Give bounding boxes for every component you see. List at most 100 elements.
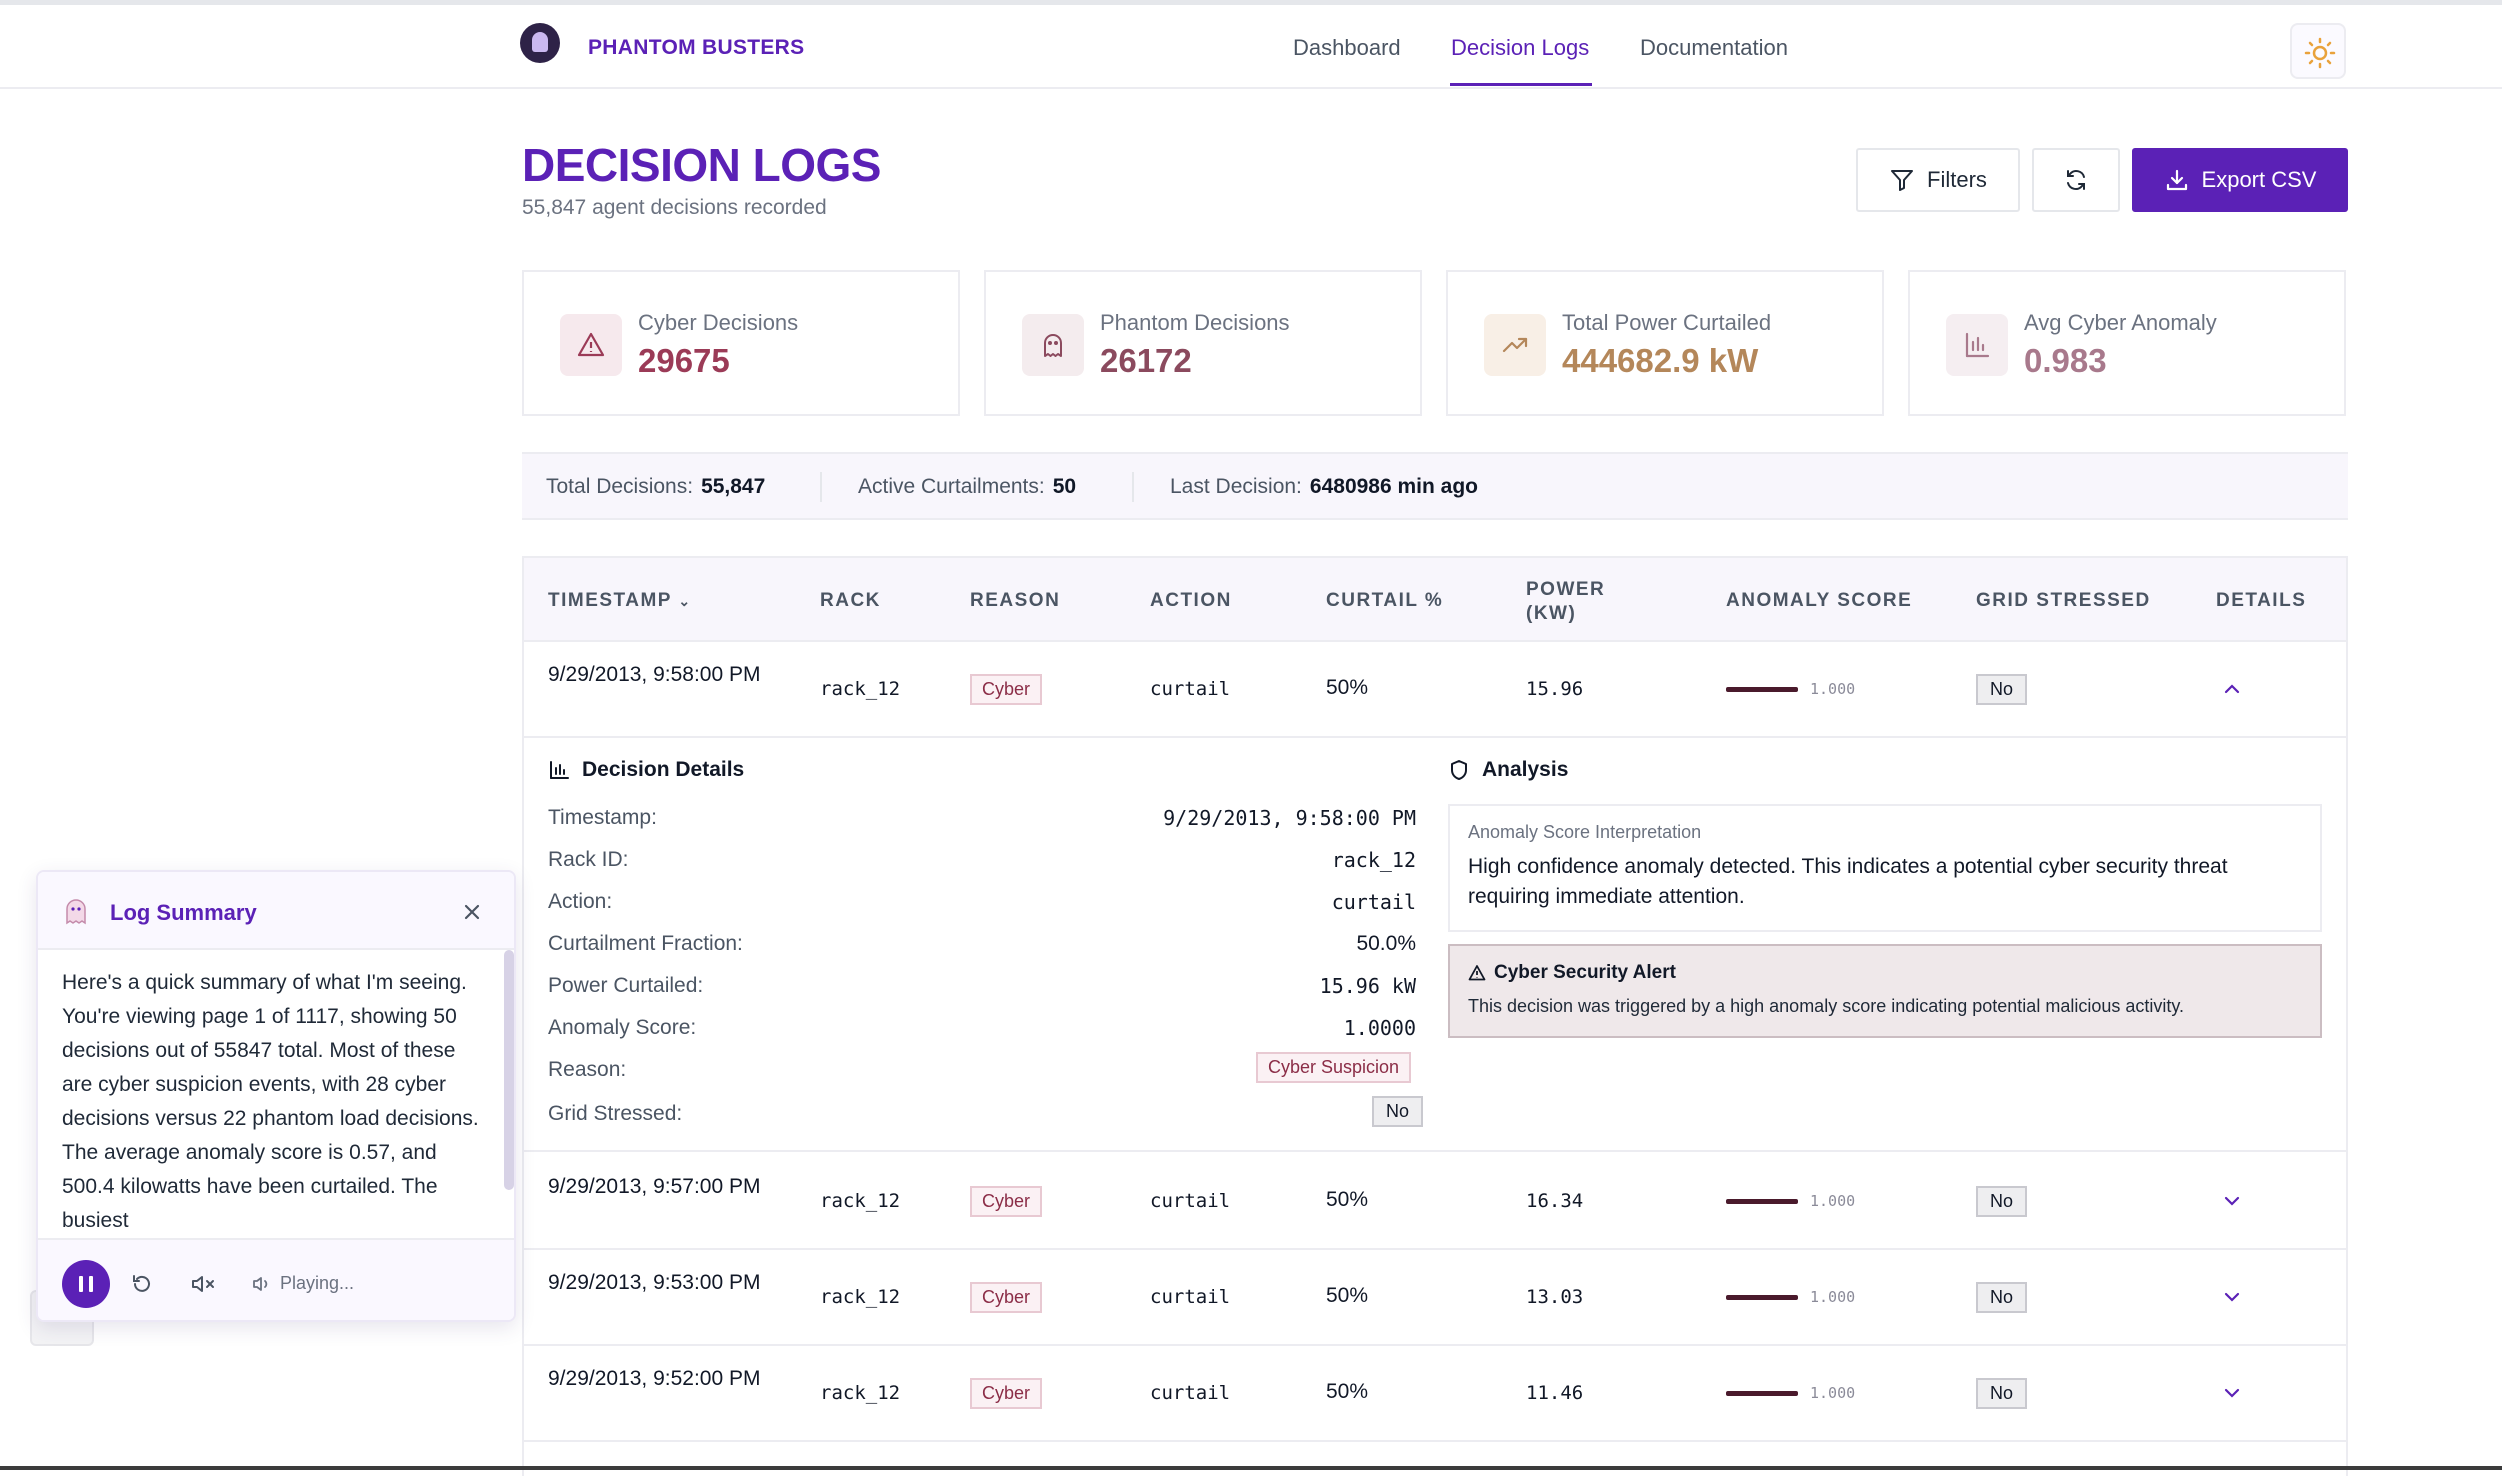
stat-card-phantom: Phantom Decisions 26172 bbox=[984, 270, 1422, 416]
stat-value: 26172 bbox=[1100, 342, 1192, 379]
column-header-action[interactable]: ACTION bbox=[1150, 590, 1232, 611]
rack-cell: rack_12 bbox=[820, 678, 901, 700]
detail-label: Grid Stressed: bbox=[548, 1102, 683, 1125]
stat-card-power: Total Power Curtailed 444682.9 kW bbox=[1446, 270, 1884, 416]
curtail-cell: 50% bbox=[1326, 1188, 1369, 1211]
total-decisions: Total Decisions: 55,847 bbox=[546, 475, 766, 498]
bar-chart-icon bbox=[1946, 314, 2008, 376]
detail-value: 1.0000 bbox=[1343, 1016, 1416, 1040]
nav-decision-logs[interactable]: Decision Logs bbox=[1451, 35, 1590, 60]
detail-label: Timestamp: bbox=[548, 806, 657, 829]
export-csv-button[interactable]: Export CSV bbox=[2132, 148, 2348, 212]
rack-cell: rack_12 bbox=[820, 1190, 901, 1212]
log-summary-scrollbar[interactable] bbox=[504, 950, 514, 1190]
reason-badge: Cyber bbox=[970, 1378, 1043, 1409]
table-row[interactable]: 9/29/2013, 9:58:00 PM rack_12 Cyber curt… bbox=[524, 642, 2346, 738]
chevron-down-icon[interactable] bbox=[2224, 1292, 2240, 1302]
alert-text: This decision was triggered by a high an… bbox=[1468, 996, 2185, 1016]
filters-label: Filters bbox=[1927, 167, 1987, 192]
stat-label: Cyber Decisions bbox=[638, 310, 799, 335]
active-nav-indicator bbox=[1450, 83, 1592, 86]
speaker-icon bbox=[253, 1276, 268, 1291]
ghost-icon bbox=[66, 899, 86, 925]
window-top-border bbox=[0, 0, 2502, 5]
reason-badge: Cyber bbox=[970, 1186, 1043, 1217]
log-summary-panel: Log Summary Here's a quick summary of wh… bbox=[36, 870, 516, 1322]
nav-documentation[interactable]: Documentation bbox=[1640, 35, 1788, 60]
detail-label: Anomaly Score: bbox=[548, 1016, 697, 1039]
ghost-logo-icon[interactable] bbox=[520, 23, 560, 63]
stat-card-anomaly: Avg Cyber Anomaly 0.983 bbox=[1908, 270, 2346, 416]
timestamp-cell: 9/29/2013, 9:57:00 PM bbox=[548, 1175, 761, 1198]
anomaly-score-value: 1.000 bbox=[1810, 1384, 1856, 1402]
table-row[interactable]: 9/29/2013, 9:53:00 PM rack_12 Cyber curt… bbox=[524, 1250, 2346, 1346]
column-header-reason[interactable]: REASON bbox=[970, 590, 1061, 611]
column-header-anomaly[interactable]: ANOMALY SCORE bbox=[1726, 590, 1913, 611]
action-cell: curtail bbox=[1150, 1286, 1231, 1308]
brand-name[interactable]: PHANTOM BUSTERS bbox=[588, 36, 805, 59]
detail-value: 50.0% bbox=[1356, 932, 1416, 955]
column-header-grid-stressed[interactable]: GRID STRESSED bbox=[1976, 590, 2151, 611]
chevron-up-icon[interactable] bbox=[2224, 684, 2240, 694]
action-cell: curtail bbox=[1150, 678, 1231, 700]
active-curtailments: Active Curtailments: 50 bbox=[858, 475, 1077, 498]
chevron-down-icon[interactable] bbox=[2224, 1388, 2240, 1398]
top-navigation-bar: PHANTOM BUSTERS Dashboard Decision Logs … bbox=[0, 5, 2502, 89]
reason-badge: Cyber Suspicion bbox=[1256, 1052, 1412, 1083]
close-icon[interactable] bbox=[462, 902, 482, 922]
action-cell: curtail bbox=[1150, 1382, 1231, 1404]
power-cell: 13.03 bbox=[1526, 1286, 1584, 1308]
anomaly-score-bar bbox=[1726, 1391, 1798, 1396]
power-cell: 11.46 bbox=[1526, 1382, 1584, 1404]
table-row[interactable]: 9/29/2013, 9:52:00 PM rack_12 Cyber curt… bbox=[524, 1346, 2346, 1442]
anomaly-interpretation-box: Anomaly Score Interpretation High confid… bbox=[1448, 804, 2322, 932]
page-title: DECISION LOGS bbox=[522, 139, 881, 191]
alert-triangle-icon bbox=[560, 314, 622, 376]
refresh-button[interactable] bbox=[2032, 148, 2120, 212]
decision-details-heading: Decision Details bbox=[548, 758, 744, 782]
anomaly-score-bar bbox=[1726, 687, 1798, 692]
column-header-power[interactable]: POWER (KW) bbox=[1526, 579, 1606, 624]
stat-label: Total Power Curtailed bbox=[1562, 310, 1772, 335]
bar-chart-icon bbox=[550, 761, 569, 779]
divider bbox=[1132, 472, 1134, 502]
timestamp-cell: 9/29/2013, 9:58:00 PM bbox=[548, 663, 761, 686]
detail-value: rack_12 bbox=[1331, 848, 1416, 872]
export-csv-label: Export CSV bbox=[2201, 167, 2317, 192]
mute-icon[interactable] bbox=[190, 1272, 216, 1296]
theme-toggle-button[interactable] bbox=[2290, 23, 2346, 79]
reason-badge: Cyber bbox=[970, 1282, 1043, 1313]
column-header-curtail[interactable]: CURTAIL % bbox=[1326, 590, 1444, 611]
audio-controls: Playing... bbox=[38, 1238, 514, 1320]
timestamp-cell: 9/29/2013, 9:53:00 PM bbox=[548, 1271, 761, 1294]
chevron-down-icon[interactable] bbox=[2224, 1196, 2240, 1206]
column-header-rack[interactable]: RACK bbox=[820, 590, 881, 611]
nav-dashboard[interactable]: Dashboard bbox=[1293, 35, 1401, 60]
table-row[interactable]: 9/29/2013, 9:57:00 PM rack_12 Cyber curt… bbox=[524, 1154, 2346, 1250]
cyber-security-alert: Cyber Security Alert This decision was t… bbox=[1448, 944, 2322, 1038]
interpretation-title: Anomaly Score Interpretation bbox=[1468, 822, 1702, 842]
power-cell: 15.96 bbox=[1526, 678, 1584, 700]
log-summary-title: Log Summary bbox=[110, 900, 257, 925]
grid-stressed-badge: No bbox=[1372, 1096, 1424, 1127]
stat-label: Avg Cyber Anomaly bbox=[2024, 310, 2217, 335]
detail-label: Curtailment Fraction: bbox=[548, 932, 743, 955]
stat-card-cyber: Cyber Decisions 29675 bbox=[522, 270, 960, 416]
timestamp-cell: 9/29/2013, 9:52:00 PM bbox=[548, 1367, 761, 1390]
stat-value: 0.983 bbox=[2024, 342, 2107, 379]
detail-label: Reason: bbox=[548, 1058, 627, 1081]
replay-icon[interactable] bbox=[130, 1272, 154, 1296]
detail-label: Action: bbox=[548, 890, 613, 913]
alert-title: Cyber Security Alert bbox=[1468, 962, 1676, 984]
grid-stressed-badge: No bbox=[1976, 674, 2028, 705]
pause-button[interactable] bbox=[62, 1260, 110, 1308]
power-cell: 16.34 bbox=[1526, 1190, 1584, 1212]
refresh-icon bbox=[2067, 170, 2085, 190]
log-summary-header: Log Summary bbox=[38, 872, 514, 950]
column-header-timestamp[interactable]: TIMESTAMP ⌄ bbox=[548, 590, 692, 611]
filters-button[interactable]: Filters bbox=[1856, 148, 2020, 212]
detail-label: Rack ID: bbox=[548, 848, 629, 871]
action-cell: curtail bbox=[1150, 1190, 1231, 1212]
rack-cell: rack_12 bbox=[820, 1286, 901, 1308]
table-header: TIMESTAMP ⌄ RACK REASON ACTION CURTAIL %… bbox=[524, 558, 2346, 642]
